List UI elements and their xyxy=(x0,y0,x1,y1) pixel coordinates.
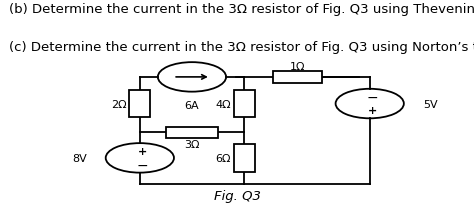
Bar xyxy=(234,90,255,118)
Text: (b) Determine the current in the 3Ω resistor of Fig. Q3 using Thevenin’s theorem: (b) Determine the current in the 3Ω resi… xyxy=(9,3,474,16)
Text: +: + xyxy=(137,146,147,156)
Text: 3Ω: 3Ω xyxy=(184,139,200,149)
Text: Fig. Q3: Fig. Q3 xyxy=(214,189,260,202)
Text: (c) Determine the current in the 3Ω resistor of Fig. Q3 using Norton’s theorem.: (c) Determine the current in the 3Ω resi… xyxy=(9,41,474,54)
Bar xyxy=(129,90,150,118)
Text: 6Ω: 6Ω xyxy=(215,153,230,163)
Bar xyxy=(166,127,218,138)
Bar xyxy=(273,71,322,84)
Bar xyxy=(234,144,255,172)
Text: −: − xyxy=(137,158,148,172)
Text: 5V: 5V xyxy=(423,99,438,109)
Text: +: + xyxy=(367,106,377,116)
Text: 1Ω: 1Ω xyxy=(290,61,305,71)
Text: 4Ω: 4Ω xyxy=(215,99,230,109)
Text: −: − xyxy=(366,90,378,104)
Text: 8V: 8V xyxy=(72,153,87,163)
Text: 2Ω: 2Ω xyxy=(111,99,126,109)
Text: 6A: 6A xyxy=(185,100,199,110)
